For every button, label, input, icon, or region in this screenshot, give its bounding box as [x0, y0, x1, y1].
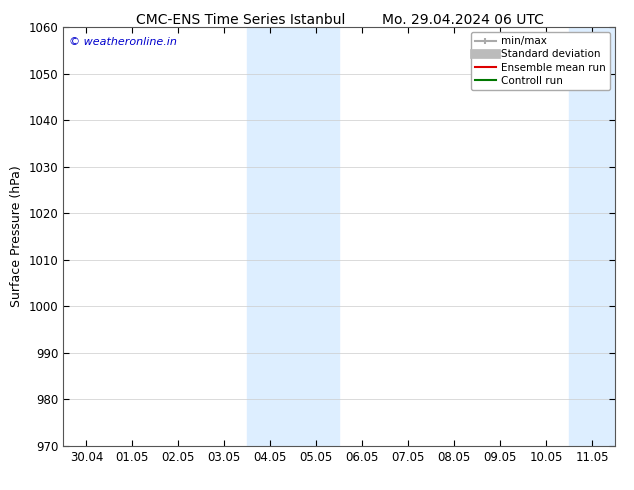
Y-axis label: Surface Pressure (hPa): Surface Pressure (hPa)	[10, 166, 23, 307]
Bar	[569, 27, 634, 446]
Legend: min/max, Standard deviation, Ensemble mean run, Controll run: min/max, Standard deviation, Ensemble me…	[470, 32, 610, 90]
Bar	[247, 27, 339, 446]
Text: © weatheronline.in: © weatheronline.in	[69, 37, 177, 48]
Text: CMC-ENS Time Series Istanbul: CMC-ENS Time Series Istanbul	[136, 13, 346, 27]
Text: Mo. 29.04.2024 06 UTC: Mo. 29.04.2024 06 UTC	[382, 13, 544, 27]
